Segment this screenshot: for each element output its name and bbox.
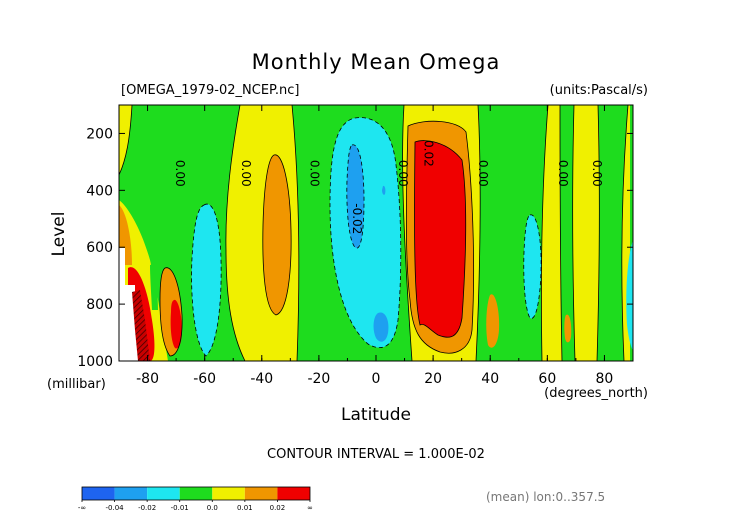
contour-label: 0.00 bbox=[590, 160, 604, 187]
color-bar-swatch bbox=[244, 487, 278, 500]
contour-field: 0.00 0.00 0.00 0.00 0.02 -0.02 0.00 0.00 0.00 bbox=[119, 105, 633, 361]
band-green-n75 bbox=[597, 105, 628, 361]
color-bar-swatch bbox=[212, 487, 245, 500]
contour-lines bbox=[119, 105, 629, 361]
footer-mean-label: (mean) lon:0..357.5 bbox=[486, 490, 605, 504]
blue-eq-dot bbox=[382, 185, 386, 195]
contour-label: -0.02 bbox=[350, 203, 364, 234]
x-tick-label: -60 bbox=[193, 371, 216, 387]
color-bar-label: -∞ bbox=[78, 504, 86, 512]
axis-ticks: -80 -60 -40 -20 0 20 40 60 80 200 400 600 800 1000 bbox=[77, 105, 634, 387]
x-tick-label: 60 bbox=[538, 371, 556, 387]
contour-label: 0.00 bbox=[239, 160, 253, 187]
missing-data-region bbox=[119, 248, 140, 361]
color-bar-label: 0.01 bbox=[237, 504, 253, 512]
cyan-north-edge bbox=[626, 240, 633, 350]
y-tick-label: 600 bbox=[86, 240, 113, 256]
color-bar-frame bbox=[81, 486, 311, 501]
color-bar-label: -0.01 bbox=[171, 504, 189, 512]
y-axis-unit: (millibar) bbox=[47, 377, 106, 392]
y-axis-title: Level bbox=[49, 212, 69, 257]
red-n20 bbox=[414, 140, 466, 338]
color-bar-swatch bbox=[147, 487, 180, 500]
y-tick-label: 800 bbox=[86, 297, 113, 313]
orange-n65-low bbox=[564, 314, 572, 343]
color-bar-label: -0.02 bbox=[138, 504, 156, 512]
hatched-region bbox=[132, 290, 150, 361]
x-tick-label: 80 bbox=[596, 371, 614, 387]
orange-n38-low bbox=[486, 294, 500, 348]
contour-lines-negative bbox=[191, 117, 542, 357]
x-tick-label: 40 bbox=[481, 371, 499, 387]
blue-eq-upper bbox=[346, 144, 364, 249]
contour-interval-text: CONTOUR INTERVAL = 1.000E-02 bbox=[267, 447, 485, 462]
color-bar-legend: -∞ -0.04 -0.02 -0.01 0.0 0.01 0.02 ∞ bbox=[78, 486, 313, 512]
cyan-s60 bbox=[191, 204, 222, 356]
contour-label: 0.00 bbox=[173, 160, 187, 187]
x-axis-title: Latitude bbox=[341, 405, 411, 425]
contour-label: 0.00 bbox=[556, 160, 570, 187]
y-tick-label: 200 bbox=[86, 126, 113, 142]
x-tick-label: 20 bbox=[424, 371, 442, 387]
y-tick-label: 400 bbox=[86, 183, 113, 199]
chart-title: Monthly Mean Omega bbox=[252, 50, 501, 74]
color-bar-label: 0.0 bbox=[207, 504, 218, 512]
x-tick-label: 0 bbox=[372, 371, 381, 387]
color-bar-label: 0.02 bbox=[270, 504, 286, 512]
cyan-n55 bbox=[523, 214, 542, 319]
color-bar-swatch bbox=[179, 487, 213, 500]
color-bar-swatch bbox=[277, 487, 310, 500]
blue-eq-lower bbox=[373, 312, 389, 342]
units-label: (units:Pascal/s) bbox=[550, 83, 648, 98]
color-bar-label: -0.04 bbox=[106, 504, 125, 512]
orange-s38 bbox=[262, 154, 292, 315]
color-bar-swatch bbox=[82, 487, 115, 500]
x-tick-label: -80 bbox=[136, 371, 159, 387]
contour-label: 0.00 bbox=[396, 160, 410, 187]
color-bar-swatch bbox=[114, 487, 148, 500]
green-sliver-s85 bbox=[150, 264, 158, 310]
contour-label: 0.00 bbox=[307, 160, 321, 187]
band-green-n60 bbox=[560, 105, 575, 361]
file-label: [OMEGA_1979-02_NCEP.nc] bbox=[121, 83, 299, 98]
red-s72 bbox=[170, 299, 182, 349]
contour-label: 0.00 bbox=[476, 160, 490, 187]
x-tick-label: -20 bbox=[307, 371, 330, 387]
x-tick-label: -40 bbox=[250, 371, 273, 387]
contour-labels: 0.00 0.00 0.00 0.00 0.02 -0.02 0.00 0.00 0.00 bbox=[173, 140, 604, 234]
y-tick-label: 1000 bbox=[77, 354, 113, 370]
contour-label: 0.02 bbox=[422, 140, 436, 167]
x-axis-unit: (degrees_north) bbox=[544, 386, 648, 401]
color-bar-label: ∞ bbox=[307, 504, 313, 512]
